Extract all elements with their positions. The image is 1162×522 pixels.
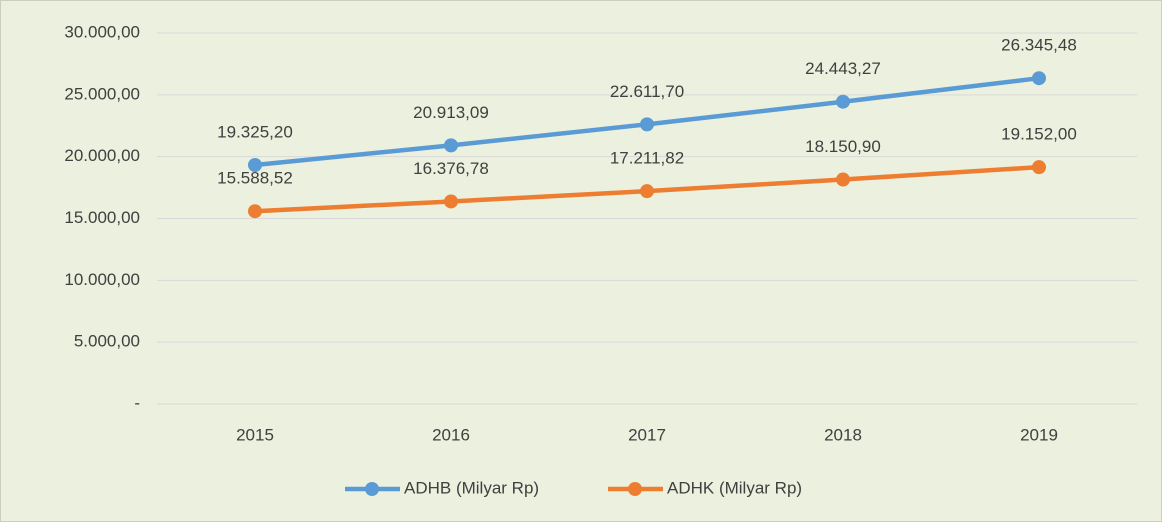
x-tick-label: 2017 <box>628 425 666 444</box>
data-label: 17.211,82 <box>610 149 684 168</box>
data-label: 26.345,48 <box>1001 36 1077 55</box>
point <box>640 184 654 199</box>
point <box>1032 160 1046 175</box>
y-tick-label: 10.000,00 <box>64 270 140 289</box>
data-label: 19.152,00 <box>1001 125 1077 144</box>
point <box>248 204 262 219</box>
legend-label: ADHK (Milyar Rp) <box>667 478 802 497</box>
legend-marker <box>365 482 379 496</box>
y-tick-label: 15.000,00 <box>64 208 140 227</box>
data-label: 16.376,78 <box>413 159 489 178</box>
y-tick-label: 20.000,00 <box>64 146 140 165</box>
point <box>444 194 458 209</box>
legend-label: ADHB (Milyar Rp) <box>404 478 539 497</box>
data-label: 15.588,52 <box>217 169 293 188</box>
point <box>640 117 654 132</box>
point <box>248 158 262 173</box>
x-tick-label: 2015 <box>236 425 274 444</box>
data-label: 20.913,09 <box>413 103 489 122</box>
y-tick-label: 5.000,00 <box>74 332 140 351</box>
x-tick-label: 2016 <box>432 425 470 444</box>
y-tick-label: 30.000,00 <box>64 22 140 41</box>
data-label: 19.325,20 <box>217 122 293 141</box>
point <box>1032 71 1046 86</box>
point <box>836 94 850 109</box>
point <box>444 138 458 153</box>
x-tick-label: 2019 <box>1020 425 1058 444</box>
legend-marker <box>628 482 642 496</box>
y-tick-label: - <box>134 393 140 412</box>
data-label: 22.611,70 <box>610 82 684 101</box>
x-tick-label: 2018 <box>824 425 862 444</box>
y-tick-label: 25.000,00 <box>64 84 140 103</box>
data-label: 18.150,90 <box>805 137 881 156</box>
point <box>836 172 850 187</box>
data-label: 24.443,27 <box>805 59 881 78</box>
